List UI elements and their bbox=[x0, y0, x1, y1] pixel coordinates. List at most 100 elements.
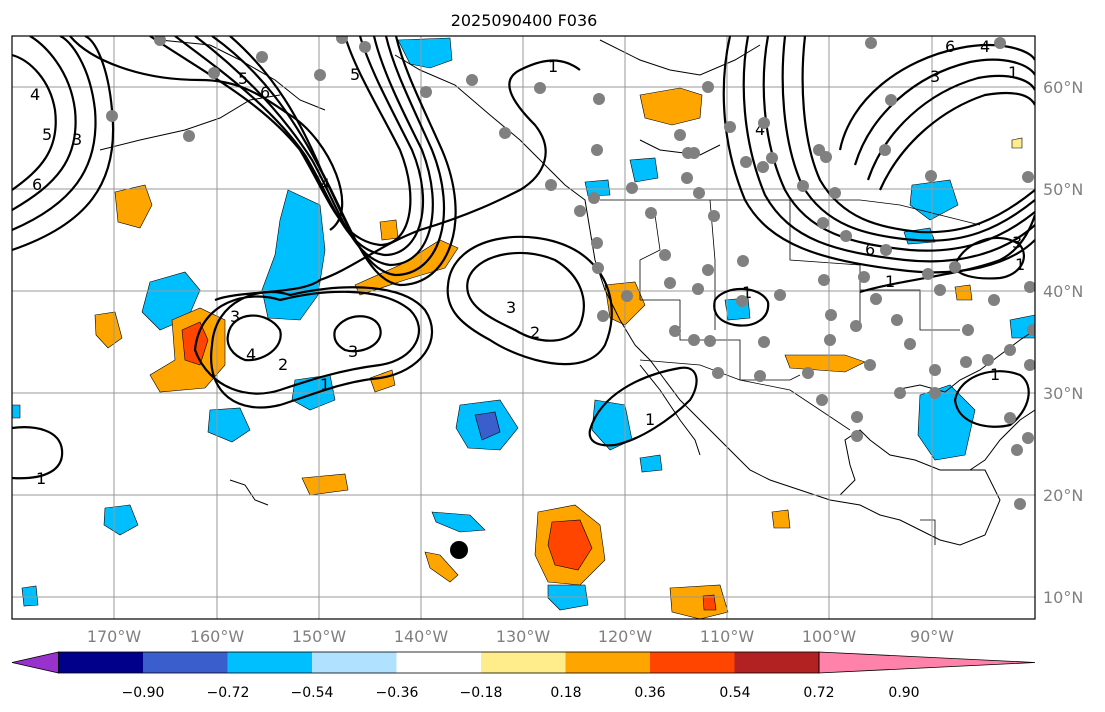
figure-title: 2025090400 F036 bbox=[451, 11, 598, 30]
orange-patch bbox=[771, 509, 791, 529]
contour-label: 3 bbox=[506, 298, 516, 317]
colorbar-tick: −0.72 bbox=[207, 685, 250, 701]
colorbar-extend-min bbox=[11, 651, 59, 674]
orange-patch bbox=[424, 551, 459, 583]
blue-patch bbox=[629, 157, 659, 183]
blue-patch bbox=[584, 179, 611, 197]
colorbar-segment bbox=[143, 652, 228, 673]
contour-label: 3 bbox=[930, 67, 940, 86]
contour-label: 1 bbox=[990, 365, 1000, 384]
map-panel: 4 5 3 6 5 6 5 4 1 3 4 2 3 1 1 3 2 1 1 4 … bbox=[12, 36, 1035, 619]
contour-label: 3 bbox=[1012, 233, 1022, 252]
lat-label: 60°N bbox=[1043, 78, 1083, 97]
colorbar-tick: −0.18 bbox=[460, 685, 503, 701]
colorbar-segment bbox=[734, 652, 820, 673]
colorbar-tick: 0.36 bbox=[634, 685, 665, 701]
contour-label: 1 bbox=[1015, 255, 1025, 274]
colorbar-segment bbox=[58, 652, 144, 673]
colorbar-segment bbox=[565, 652, 651, 673]
contours bbox=[12, 36, 1035, 480]
blue-patch bbox=[207, 407, 251, 443]
contour-label: 1 bbox=[1008, 63, 1018, 82]
contour-label: 1 bbox=[885, 272, 895, 291]
contour-labels: 4 5 3 6 5 6 5 4 1 3 4 2 3 1 1 3 2 1 1 4 … bbox=[30, 37, 1025, 488]
lat-label: 20°N bbox=[1043, 486, 1083, 505]
blue-patch bbox=[474, 411, 501, 441]
orange-patch bbox=[1011, 137, 1023, 149]
orange-patch bbox=[639, 87, 703, 126]
colorbar-extend-max bbox=[818, 651, 1036, 674]
red-patch bbox=[702, 594, 717, 611]
blue-patch bbox=[431, 511, 486, 533]
blue-patch bbox=[21, 585, 39, 607]
colorbar-segment bbox=[396, 652, 482, 673]
colorbar-segment bbox=[650, 652, 735, 673]
contour-label: 5 bbox=[238, 69, 248, 88]
colorbar-ticks: −0.90 −0.72 −0.54 −0.36 −0.18 0.18 0.36 … bbox=[122, 685, 920, 701]
orange-patch bbox=[784, 354, 866, 373]
colorbar-tick: 0.54 bbox=[719, 685, 750, 701]
contour-label: 4 bbox=[246, 345, 256, 364]
contour-label: 4 bbox=[980, 37, 990, 56]
lon-label: 170°W bbox=[87, 627, 142, 646]
map-frame bbox=[11, 35, 1036, 620]
colorbar-tick: 0.18 bbox=[550, 685, 581, 701]
lon-label: 100°W bbox=[802, 627, 857, 646]
lat-label: 30°N bbox=[1043, 384, 1083, 403]
lon-label: 130°W bbox=[496, 627, 551, 646]
contour-label: 3 bbox=[72, 130, 82, 149]
contour-label: 1 bbox=[645, 410, 655, 429]
orange-patch bbox=[114, 184, 153, 229]
contour-label: 2 bbox=[530, 323, 540, 342]
contour-label: 6 bbox=[260, 83, 270, 102]
contour-label: 1 bbox=[320, 375, 330, 394]
contour-label: 3 bbox=[230, 307, 240, 326]
storm-center-marker bbox=[450, 541, 468, 559]
contour-label: 6 bbox=[865, 240, 875, 259]
colorbar-tick: −0.90 bbox=[122, 685, 165, 701]
blue-patch bbox=[397, 37, 453, 69]
orange-patch bbox=[954, 284, 973, 301]
lon-label: 140°W bbox=[394, 627, 449, 646]
contour-label: 2 bbox=[278, 355, 288, 374]
lat-label: 40°N bbox=[1043, 282, 1083, 301]
colorbar-tick: −0.54 bbox=[291, 685, 334, 701]
blue-patch bbox=[639, 454, 663, 473]
contour-label: 4 bbox=[320, 175, 330, 194]
lat-label: 10°N bbox=[1043, 588, 1083, 607]
orange-patch bbox=[94, 311, 123, 349]
latitude-labels: 60°N 50°N 40°N 30°N 20°N 10°N bbox=[1043, 78, 1083, 607]
lon-label: 150°W bbox=[292, 627, 347, 646]
blue-patch bbox=[12, 404, 21, 419]
colorbar bbox=[11, 651, 1036, 674]
colorbar-tick: −0.36 bbox=[376, 685, 419, 701]
contour-label: 5 bbox=[350, 65, 360, 84]
lat-label: 50°N bbox=[1043, 180, 1083, 199]
colorbar-segment bbox=[227, 652, 313, 673]
orange-patch bbox=[669, 584, 729, 619]
lon-label: 90°W bbox=[910, 627, 954, 646]
lon-label: 110°W bbox=[700, 627, 755, 646]
blue-patch bbox=[261, 189, 326, 321]
colorbar-frame bbox=[58, 651, 820, 674]
colorbar-tick: 0.72 bbox=[803, 685, 834, 701]
lon-label: 160°W bbox=[190, 627, 245, 646]
contour-label: 6 bbox=[945, 37, 955, 56]
orange-patch bbox=[301, 473, 349, 496]
contour-label: 4 bbox=[30, 85, 40, 104]
contour-label: 3 bbox=[348, 342, 358, 361]
colorbar-segment bbox=[481, 652, 566, 673]
blue-patch bbox=[103, 504, 139, 536]
contour-label: 5 bbox=[42, 125, 52, 144]
longitude-labels: 170°W 160°W 150°W 140°W 130°W 120°W 110°… bbox=[87, 627, 954, 646]
contour-label: 4 bbox=[755, 120, 765, 139]
contour-label: 1 bbox=[548, 57, 558, 76]
contour-label: 6 bbox=[32, 175, 42, 194]
lon-label: 120°W bbox=[598, 627, 653, 646]
red-patch bbox=[547, 519, 593, 571]
contour-label: 1 bbox=[742, 283, 752, 302]
blue-patch bbox=[909, 179, 959, 221]
orange-patch bbox=[379, 219, 399, 241]
contour-label: 1 bbox=[36, 469, 46, 488]
